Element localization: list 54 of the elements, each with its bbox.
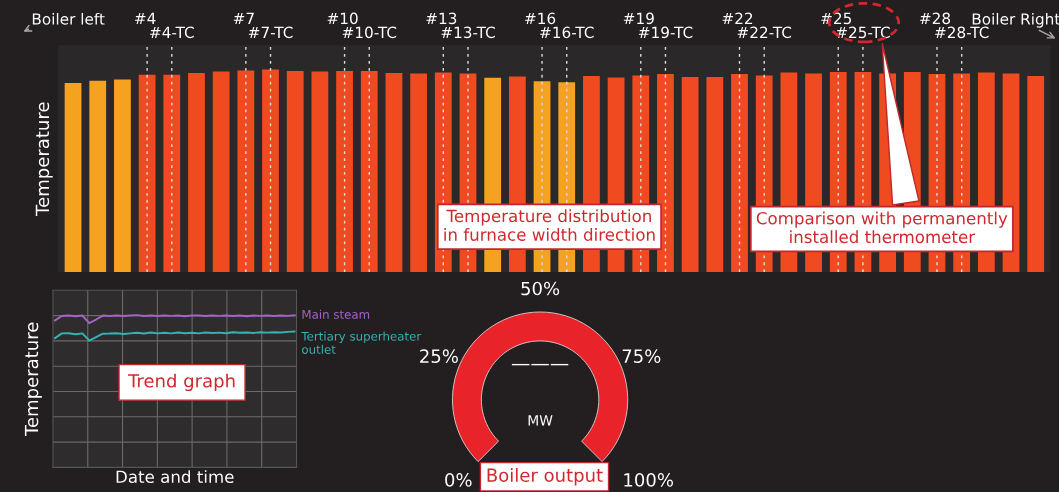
x-tick-label: #4 xyxy=(135,12,156,24)
bar xyxy=(336,70,353,273)
y-axis-title: Temperature xyxy=(35,102,53,216)
x-tick-label: #19-TC xyxy=(638,26,693,39)
bar xyxy=(311,71,329,273)
bar xyxy=(188,73,205,273)
bar xyxy=(64,82,82,273)
x-tick-label: #22-TC xyxy=(737,26,792,39)
bar xyxy=(410,73,428,273)
bar xyxy=(681,77,699,273)
bar xyxy=(114,79,131,273)
bar xyxy=(138,74,156,273)
bar xyxy=(1027,76,1045,273)
bar xyxy=(262,69,279,273)
annotation: Trend graph xyxy=(127,373,235,392)
bar xyxy=(706,77,724,273)
bar xyxy=(657,74,674,273)
bar xyxy=(237,70,255,273)
bar xyxy=(385,73,403,273)
x-tick-label: #7 xyxy=(233,12,254,24)
text: Boiler output xyxy=(487,468,603,486)
text: 25% xyxy=(420,349,458,363)
bar xyxy=(360,70,378,273)
x-tick-label: #28-TC xyxy=(935,26,989,39)
x-tick-label: #19 xyxy=(623,12,654,25)
series-label: Main steam xyxy=(302,309,370,319)
x-tick-label: #25 xyxy=(821,12,852,25)
text: Boiler left xyxy=(32,12,105,25)
x-tick-label: #22 xyxy=(722,12,753,24)
annotation: Temperature distribution in furnace width direction xyxy=(444,209,655,241)
x-tick-label: #13 xyxy=(426,12,457,25)
annotation: Comparison with permanently installed thermometer xyxy=(756,211,1008,244)
text: ——— xyxy=(511,363,569,366)
x-axis-title: Date and time xyxy=(116,470,234,484)
bar xyxy=(163,74,181,273)
x-tick-label: #28 xyxy=(920,12,951,25)
bar xyxy=(212,71,230,273)
x-tick-label: #7-TC xyxy=(248,26,293,39)
text: 75% xyxy=(622,349,661,363)
x-tick-label: #10 xyxy=(327,12,358,25)
x-tick-label: #13-TC xyxy=(441,26,495,39)
text: 100% xyxy=(624,473,673,487)
bar xyxy=(286,70,304,273)
x-tick-label: #4-TC xyxy=(150,26,194,39)
bar xyxy=(731,74,748,273)
text: MW xyxy=(528,415,553,426)
x-tick-label: #16-TC xyxy=(540,26,594,39)
text: 50% xyxy=(521,281,560,296)
y-axis-title: Temperature xyxy=(24,322,42,437)
x-tick-label: #10-TC xyxy=(342,26,397,39)
text: 0% xyxy=(445,473,472,487)
x-tick-label: #25-TC xyxy=(836,26,890,39)
x-tick-label: #16 xyxy=(525,12,556,25)
bar xyxy=(89,80,107,273)
